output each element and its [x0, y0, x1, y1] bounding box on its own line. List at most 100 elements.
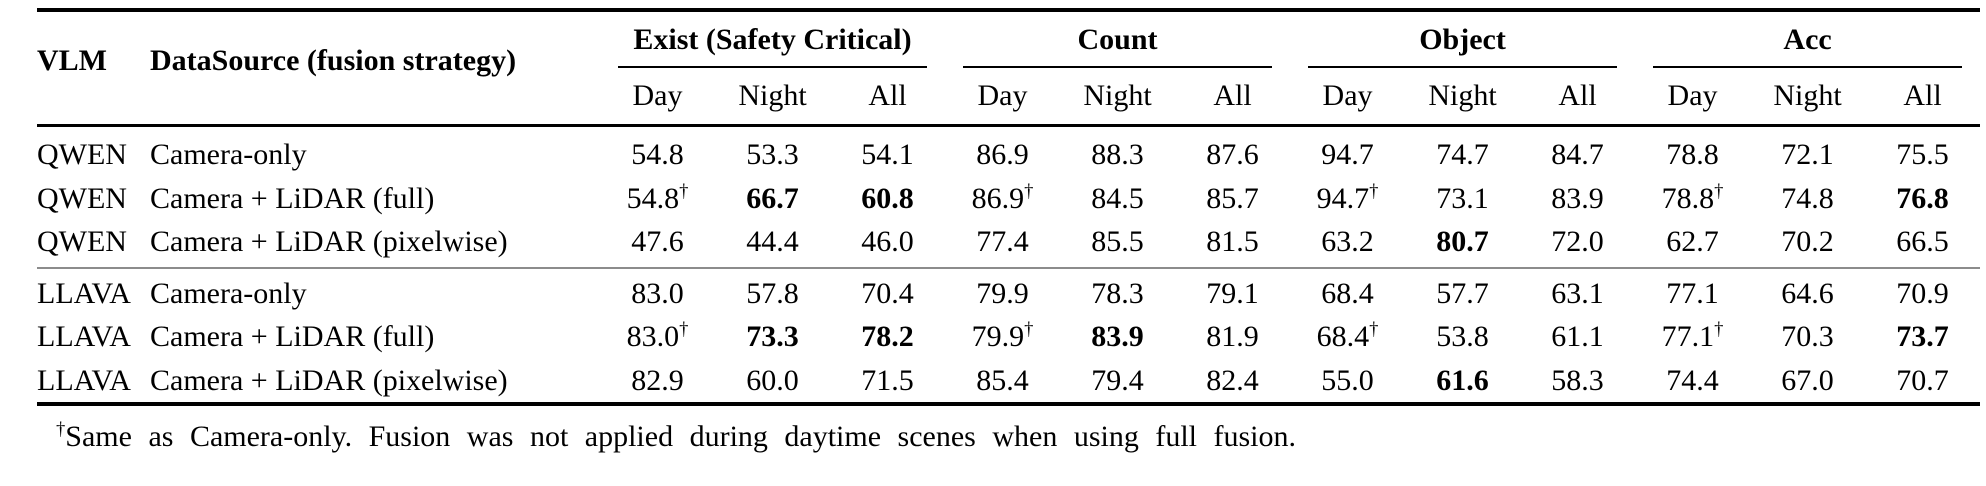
col-header-object-night: Night — [1405, 67, 1521, 127]
metric-value: 81.9 — [1206, 320, 1259, 353]
group-header-acc: Acc — [1635, 10, 1980, 68]
metric-cell: 70.2 — [1750, 220, 1866, 269]
metric-value: 77.1 — [1661, 320, 1715, 353]
metric-cell: 46.0 — [830, 220, 946, 269]
metric-cell: 77.1† — [1635, 315, 1750, 359]
vlm-cell: LLAVA — [37, 320, 131, 353]
metric-value: 87.6 — [1206, 138, 1259, 171]
metric-value: 83.0 — [631, 276, 684, 310]
metric-value: 78.3 — [1091, 276, 1144, 310]
metric-cell: 47.6 — [600, 220, 715, 269]
vlm-cell: QWEN — [37, 138, 127, 171]
dagger-icon: † — [1024, 180, 1034, 202]
table-row: LLAVA Camera + LiDAR (pixelwise) 82.9 60… — [37, 359, 1980, 405]
metric-cell: 61.1 — [1520, 315, 1635, 359]
metric-value: 78.8 — [1661, 181, 1715, 215]
metric-cell: 85.4 — [945, 359, 1060, 405]
metric-cell: 54.8 — [600, 126, 715, 177]
metric-cell: 83.9 — [1520, 177, 1635, 221]
dagger-icon: † — [1369, 319, 1379, 340]
metric-value: 68.4 — [1321, 276, 1374, 310]
col-header-exist-night: Night — [715, 67, 830, 127]
metric-value: 57.7 — [1436, 276, 1489, 310]
metric-cell: 79.4 — [1060, 359, 1175, 405]
metric-cell: 53.3 — [715, 126, 830, 177]
metric-value: 54.8 — [626, 181, 680, 215]
table-row: LLAVA Camera + LiDAR (full) 83.0† 73.3 7… — [37, 315, 1980, 359]
metric-value: 66.7 — [746, 181, 799, 215]
metric-cell: 57.8 — [715, 268, 830, 316]
metric-value: 63.2 — [1321, 225, 1374, 258]
metric-value: 79.4 — [1091, 363, 1144, 397]
metric-value: 84.5 — [1091, 181, 1144, 215]
metric-value: 77.1 — [1666, 276, 1719, 310]
metric-value: 64.6 — [1781, 276, 1834, 310]
metric-cell: 79.9† — [945, 315, 1060, 359]
metric-cell: 82.4 — [1175, 359, 1290, 405]
metric-cell: 68.4 — [1290, 268, 1405, 316]
metric-value: 47.6 — [631, 225, 684, 258]
metric-cell: 87.6 — [1175, 126, 1290, 177]
metric-value: 74.4 — [1666, 363, 1719, 397]
metric-value: 74.7 — [1436, 138, 1489, 171]
metric-cell: 84.5 — [1060, 177, 1175, 221]
metric-value: 78.2 — [861, 320, 914, 353]
metric-cell: 94.7† — [1290, 177, 1405, 221]
metric-value: 85.7 — [1206, 181, 1259, 215]
col-header-exist-all: All — [830, 67, 946, 127]
group-header-count: Count — [945, 10, 1290, 68]
col-header-exist-day: Day — [600, 67, 715, 127]
metric-cell: 76.8 — [1865, 177, 1980, 221]
metric-cell: 55.0 — [1290, 359, 1405, 405]
metric-value: 78.8 — [1666, 138, 1719, 171]
table-row: QWEN Camera + LiDAR (pixelwise) 47.6 44.… — [37, 220, 1981, 269]
group-label-object: Object — [1308, 24, 1618, 68]
vlm-cell: QWEN — [37, 181, 127, 215]
col-header-datasource: DataSource (fusion strategy) — [150, 10, 600, 127]
metric-value: 84.7 — [1551, 138, 1604, 171]
metric-cell: 63.1 — [1520, 268, 1635, 316]
metric-value: 79.9 — [976, 276, 1029, 310]
metric-cell: 44.4 — [715, 220, 830, 269]
metric-value: 83.9 — [1551, 181, 1604, 215]
metric-cell: 70.9 — [1865, 268, 1980, 316]
metric-cell: 80.7 — [1405, 220, 1521, 269]
metric-value: 54.8 — [631, 138, 684, 171]
metric-cell: 70.3 — [1750, 315, 1865, 359]
col-header-object-all: All — [1520, 67, 1636, 127]
dagger-icon: † — [679, 180, 689, 202]
metric-cell: 78.8† — [1635, 177, 1750, 221]
metric-cell: 83.0 — [600, 268, 715, 316]
metric-cell: 74.7 — [1405, 126, 1520, 177]
table-header: VLM DataSource (fusion strategy) Exist (… — [37, 10, 1981, 127]
metric-value: 82.4 — [1206, 363, 1259, 397]
metric-value: 86.9 — [971, 181, 1025, 215]
metric-value: 61.1 — [1551, 320, 1604, 353]
metric-cell: 77.1 — [1635, 268, 1750, 316]
metric-cell: 86.9 — [945, 126, 1060, 177]
metric-cell: 85.7 — [1175, 177, 1290, 221]
metric-value: 70.3 — [1781, 320, 1834, 353]
footnote-text: Same as Camera-only. Fusion was not appl… — [65, 420, 1296, 453]
metric-value: 61.6 — [1436, 363, 1489, 397]
datasource-cell: Camera + LiDAR (pixelwise) — [150, 363, 508, 397]
metric-value: 71.5 — [861, 363, 914, 397]
group-label-count: Count — [963, 24, 1273, 68]
col-header-count-day: Day — [945, 67, 1061, 127]
metric-value: 85.4 — [976, 363, 1029, 397]
col-header-count-night: Night — [1060, 67, 1176, 127]
group-label-acc: Acc — [1653, 24, 1963, 68]
datasource-cell: Camera-only — [150, 276, 307, 310]
metric-cell: 64.6 — [1750, 268, 1865, 316]
metric-value: 94.7 — [1316, 181, 1370, 215]
metric-value: 63.1 — [1551, 276, 1604, 310]
col-header-acc-day: Day — [1635, 67, 1751, 127]
metric-value: 83.0 — [626, 320, 680, 353]
metric-value: 85.5 — [1091, 225, 1144, 258]
metric-value: 72.0 — [1551, 225, 1604, 258]
table-container: VLM DataSource (fusion strategy) Exist (… — [37, 8, 1981, 406]
metric-cell: 88.3 — [1060, 126, 1175, 177]
metric-value: 86.9 — [976, 138, 1029, 171]
metric-cell: 81.9 — [1175, 315, 1290, 359]
metric-cell: 60.8 — [830, 177, 945, 221]
